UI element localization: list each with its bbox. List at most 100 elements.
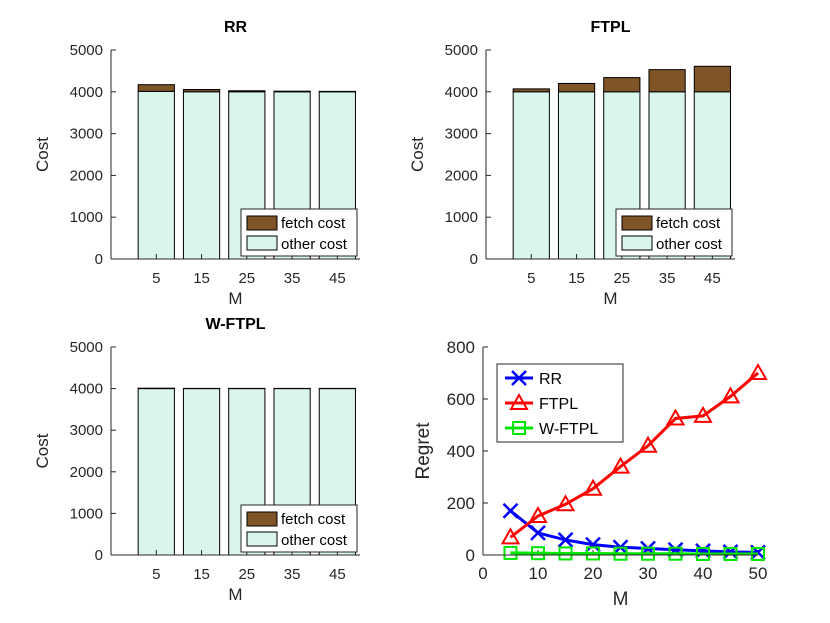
rr-xtick-label: 15 <box>193 270 210 287</box>
regret-legend-marker-ftpl <box>509 392 529 410</box>
rr-ylabel: Cost <box>33 137 52 172</box>
regret-point-ftpl-5 <box>500 527 521 545</box>
ftpl-xtick-label: 5 <box>527 270 535 287</box>
regret-line-rr <box>509 509 759 554</box>
ftpl-title: FTPL <box>591 19 631 36</box>
regret-series-ftpl <box>500 362 768 545</box>
regret-point-w-ftpl-15 <box>558 546 573 561</box>
wftpl-xtick-label: 35 <box>284 566 301 583</box>
rr-xtick-label: 35 <box>284 270 301 287</box>
ftpl-ytick-label: 3000 <box>445 126 478 143</box>
regret-legend-label-w-ftpl: W-FTPL <box>539 421 598 438</box>
rr-title: RR <box>224 19 248 36</box>
regret-point-w-ftpl-30 <box>641 546 655 561</box>
rr-ytick-label: 1000 <box>70 209 103 226</box>
regret-point-ftpl-50 <box>748 362 768 380</box>
ftpl-legend: fetch cost other cost <box>615 208 733 257</box>
regret-point-rr-15 <box>557 532 574 548</box>
wftpl-legend-label-fetch: fetch cost <box>281 511 346 528</box>
regret-point-rr-20 <box>585 536 601 553</box>
ftpl-xtick-label: 35 <box>659 270 676 287</box>
regret-panel: 0 200 400 600 800 0 10 20 30 40 50 M Regret RR FTPL W-F… <box>413 338 768 610</box>
regret-xtick-label: 0 <box>478 564 487 583</box>
regret-ylabel: Regret <box>413 422 434 480</box>
regret-point-ftpl-40 <box>693 405 713 423</box>
ftpl-bar-other-5 <box>512 91 550 260</box>
rr-xtick-label: 45 <box>329 270 346 287</box>
wftpl-legend-swatch-fetch <box>246 511 278 527</box>
ftpl-legend-swatch-fetch <box>621 215 653 231</box>
regret-legend-label-ftpl: FTPL <box>539 396 578 413</box>
regret-point-rr-40 <box>695 542 711 559</box>
regret-point-w-ftpl-25 <box>613 546 628 561</box>
regret-ytick-label: 200 <box>447 494 475 513</box>
wftpl-ytick-label: 3000 <box>70 422 103 439</box>
regret-xtick-label: 40 <box>694 564 713 583</box>
regret-point-ftpl-10 <box>528 505 548 523</box>
ftpl-xtick-label: 45 <box>704 270 721 287</box>
regret-xtick-label: 10 <box>529 564 548 583</box>
rr-ytick-label: 0 <box>95 251 103 268</box>
wftpl-ytick-label: 1000 <box>70 505 103 522</box>
rr-xtick-label: 25 <box>238 270 255 287</box>
wftpl-title: W-FTPL <box>205 316 265 333</box>
regret-point-w-ftpl-10 <box>531 546 545 561</box>
ftpl-ytick-label: 4000 <box>445 84 478 101</box>
rr-ytick-label: 2000 <box>70 167 103 184</box>
rr-panel: 0 1000 2000 3000 4000 5000 5 15 25 35 45 RR M Cost fet… <box>33 19 360 308</box>
regret-point-rr-5 <box>502 502 519 519</box>
regret-point-ftpl-15 <box>555 494 576 512</box>
rr-bar-other-15 <box>182 91 221 260</box>
rr-bar-fetch-5 <box>137 84 175 92</box>
ftpl-bar-fetch-45 <box>693 65 731 93</box>
regret-xlabel: M <box>613 589 629 610</box>
ftpl-legend-label-fetch: fetch cost <box>656 215 721 232</box>
ftpl-ylabel: Cost <box>408 137 427 172</box>
regret-line-ftpl <box>509 371 759 539</box>
rr-ytick-label: 4000 <box>70 84 103 101</box>
regret-line-w-ftpl <box>510 551 758 556</box>
regret-point-rr-10 <box>530 525 546 541</box>
rr-bar-fetch-35 <box>273 90 311 93</box>
regret-point-ftpl-35 <box>665 408 686 426</box>
regret-point-ftpl-20 <box>583 478 603 496</box>
regret-point-ftpl-45 <box>720 386 741 404</box>
ftpl-legend-label-other: other cost <box>656 236 723 253</box>
regret-point-ftpl-30 <box>638 435 658 453</box>
regret-point-w-ftpl-50 <box>751 546 765 561</box>
wftpl-xtick-label: 45 <box>329 566 346 583</box>
ftpl-xlabel: M <box>603 289 617 308</box>
rr-legend-label-other: other cost <box>281 236 348 253</box>
wftpl-panel: 0 1000 2000 3000 4000 5000 5 15 25 35 45 W-FTPL M Cos… <box>33 316 360 604</box>
regret-point-w-ftpl-45 <box>723 546 738 561</box>
regret-xtick-label: 20 <box>584 564 603 583</box>
wftpl-ytick-label: 0 <box>95 547 103 564</box>
regret-ytick-label: 0 <box>466 546 475 565</box>
ftpl-ytick-label: 1000 <box>445 209 478 226</box>
wftpl-xlabel: M <box>228 585 242 604</box>
ftpl-xtick-label: 25 <box>613 270 630 287</box>
rr-legend-swatch-fetch <box>246 215 278 231</box>
regret-xtick-label: 30 <box>639 564 658 583</box>
regret-series-w-ftpl <box>503 545 765 561</box>
rr-ytick-label: 3000 <box>70 126 103 143</box>
regret-point-ftpl-25 <box>610 456 631 474</box>
wftpl-legend-label-other: other cost <box>281 532 348 549</box>
ftpl-ytick-label: 0 <box>470 251 478 268</box>
rr-xtick-label: 5 <box>152 270 160 287</box>
wftpl-xtick-label: 5 <box>152 566 160 583</box>
wftpl-ylabel: Cost <box>33 433 52 468</box>
wftpl-xtick-label: 15 <box>193 566 210 583</box>
regret-ytick-label: 600 <box>447 390 475 409</box>
rr-legend: fetch cost other cost <box>240 208 358 257</box>
wftpl-bar-other-15 <box>182 388 221 556</box>
ftpl-legend-swatch-other <box>621 235 653 251</box>
ftpl-ytick-label: 2000 <box>445 167 478 184</box>
wftpl-legend: fetch cost other cost <box>240 504 358 553</box>
rr-bar-fetch-15 <box>182 89 221 93</box>
regret-legend-marker-w-ftpl <box>512 421 526 435</box>
rr-bar-other-5 <box>137 90 175 260</box>
regret-point-w-ftpl-35 <box>668 546 683 561</box>
rr-xlabel: M <box>228 289 242 308</box>
